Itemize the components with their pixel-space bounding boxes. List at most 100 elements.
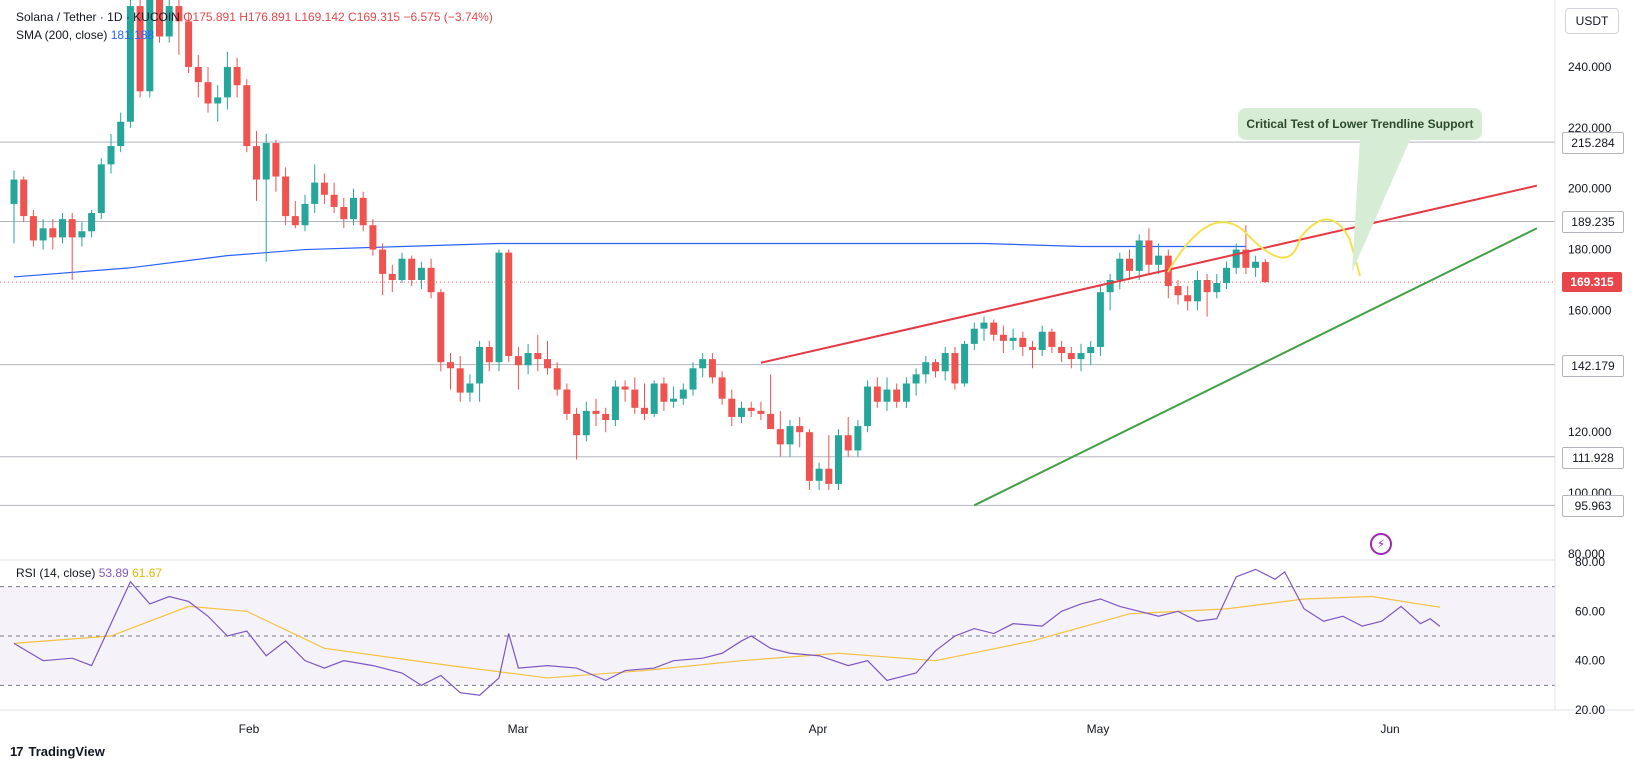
candle-body	[233, 66, 241, 86]
candle-body	[631, 389, 639, 408]
candle-body	[359, 197, 367, 226]
candle-body	[175, 6, 183, 22]
candle-body	[825, 468, 833, 484]
rsi-label: RSI (14, close)	[16, 566, 96, 580]
candle-body	[902, 383, 910, 402]
candle-body	[1242, 249, 1250, 268]
candle-body	[10, 179, 18, 204]
currency-button[interactable]: USDT	[1565, 8, 1619, 34]
flash-icon[interactable]: ⚡	[1370, 533, 1392, 555]
candle-body	[815, 468, 823, 481]
candle-body	[456, 368, 464, 393]
candle-body	[1019, 337, 1027, 347]
candle-body	[1048, 331, 1056, 347]
pattern-arcs	[1167, 218, 1361, 277]
candle-body	[835, 435, 842, 484]
candle-body	[49, 228, 57, 238]
price-tick-label: 180.000	[1568, 243, 1612, 257]
candle-body	[146, 0, 154, 92]
candle-body	[117, 121, 125, 147]
candle-body	[262, 143, 270, 180]
price-tick-label: 200.000	[1568, 182, 1612, 196]
high-value: H176.891	[239, 10, 292, 24]
candle-body	[282, 176, 290, 217]
candle-body	[243, 85, 251, 147]
symbol-title: Solana / Tether · 1D · KUCOIN	[16, 10, 180, 24]
rsi-tick-label: 20.00	[1575, 703, 1605, 717]
candle-body	[253, 146, 260, 180]
candle-body	[505, 252, 513, 357]
candle-body	[582, 410, 590, 436]
candle-body	[699, 359, 707, 369]
candle-body	[417, 267, 425, 280]
candle-body	[165, 6, 173, 37]
candle-body	[1077, 353, 1085, 360]
candle-body	[573, 413, 581, 436]
candle-body	[514, 356, 522, 366]
close-value: C169.315	[348, 10, 401, 24]
price-level-badge: 95.963	[1562, 495, 1624, 518]
candle-body	[708, 359, 716, 378]
candle-body	[311, 182, 319, 204]
candle-body	[20, 179, 28, 217]
time-tick-label: Mar	[508, 722, 529, 736]
candle-body	[1009, 337, 1017, 341]
candle-body	[1096, 292, 1104, 347]
candle-body	[398, 258, 406, 280]
candle-body	[990, 322, 998, 335]
candle-body	[1116, 258, 1124, 280]
rsi-legend: RSI (14, close) 53.89 61.67	[16, 566, 162, 580]
candle-body	[1203, 280, 1211, 293]
candle-body	[689, 368, 697, 390]
candle-body	[1038, 331, 1046, 350]
price-tick-label: 80.000	[1568, 547, 1605, 561]
candle-body	[272, 143, 280, 177]
time-tick-label: Jun	[1380, 722, 1399, 736]
rsi-panel	[0, 568, 1555, 696]
candle-body	[864, 386, 872, 427]
brand-name: TradingView	[28, 744, 105, 759]
current-price-badge: 169.315	[1562, 272, 1622, 293]
candle-body	[427, 267, 435, 293]
candle-body	[350, 197, 357, 220]
candle-body	[214, 97, 222, 104]
rsi-value: 53.89	[98, 566, 129, 580]
candle-body	[68, 219, 76, 238]
candle-body	[223, 66, 231, 98]
candle-body	[922, 362, 930, 375]
sma-legend: SMA (200, close) 181.188	[16, 28, 154, 42]
candle-body	[718, 377, 726, 399]
price-tick-label: 120.000	[1568, 425, 1612, 439]
open-value: O175.891	[183, 10, 236, 24]
candle-body	[1029, 346, 1036, 350]
candle-body	[369, 225, 377, 250]
candle-body	[1232, 249, 1240, 268]
candle-body	[320, 182, 328, 195]
annotation-callout: Critical Test of Lower Trendline Support	[1238, 108, 1482, 140]
rsi-ma-value: 61.67	[132, 566, 163, 580]
candle-body	[611, 386, 619, 420]
price-level-badge: 189.235	[1562, 211, 1624, 234]
candle-body	[757, 410, 765, 414]
candle-body	[883, 389, 891, 402]
time-tick-label: Apr	[809, 722, 828, 736]
candle-body	[621, 386, 629, 390]
price-level-badge: 111.928	[1562, 446, 1624, 469]
candle-body	[1058, 346, 1066, 354]
rsi-line	[13, 568, 1441, 696]
candle-body	[970, 328, 978, 344]
candle-body	[854, 426, 862, 451]
candle-body	[466, 383, 474, 393]
candle-body	[961, 343, 969, 384]
candle-body	[204, 82, 212, 104]
candle-body	[932, 362, 939, 372]
candle-body	[156, 0, 163, 37]
candle-body	[340, 206, 348, 220]
candle-body	[641, 407, 648, 414]
horizontal-levels	[0, 141, 1555, 506]
candle-body	[408, 258, 416, 280]
candle-body	[88, 213, 96, 232]
candle-body	[476, 346, 484, 384]
candle-body	[544, 359, 551, 369]
